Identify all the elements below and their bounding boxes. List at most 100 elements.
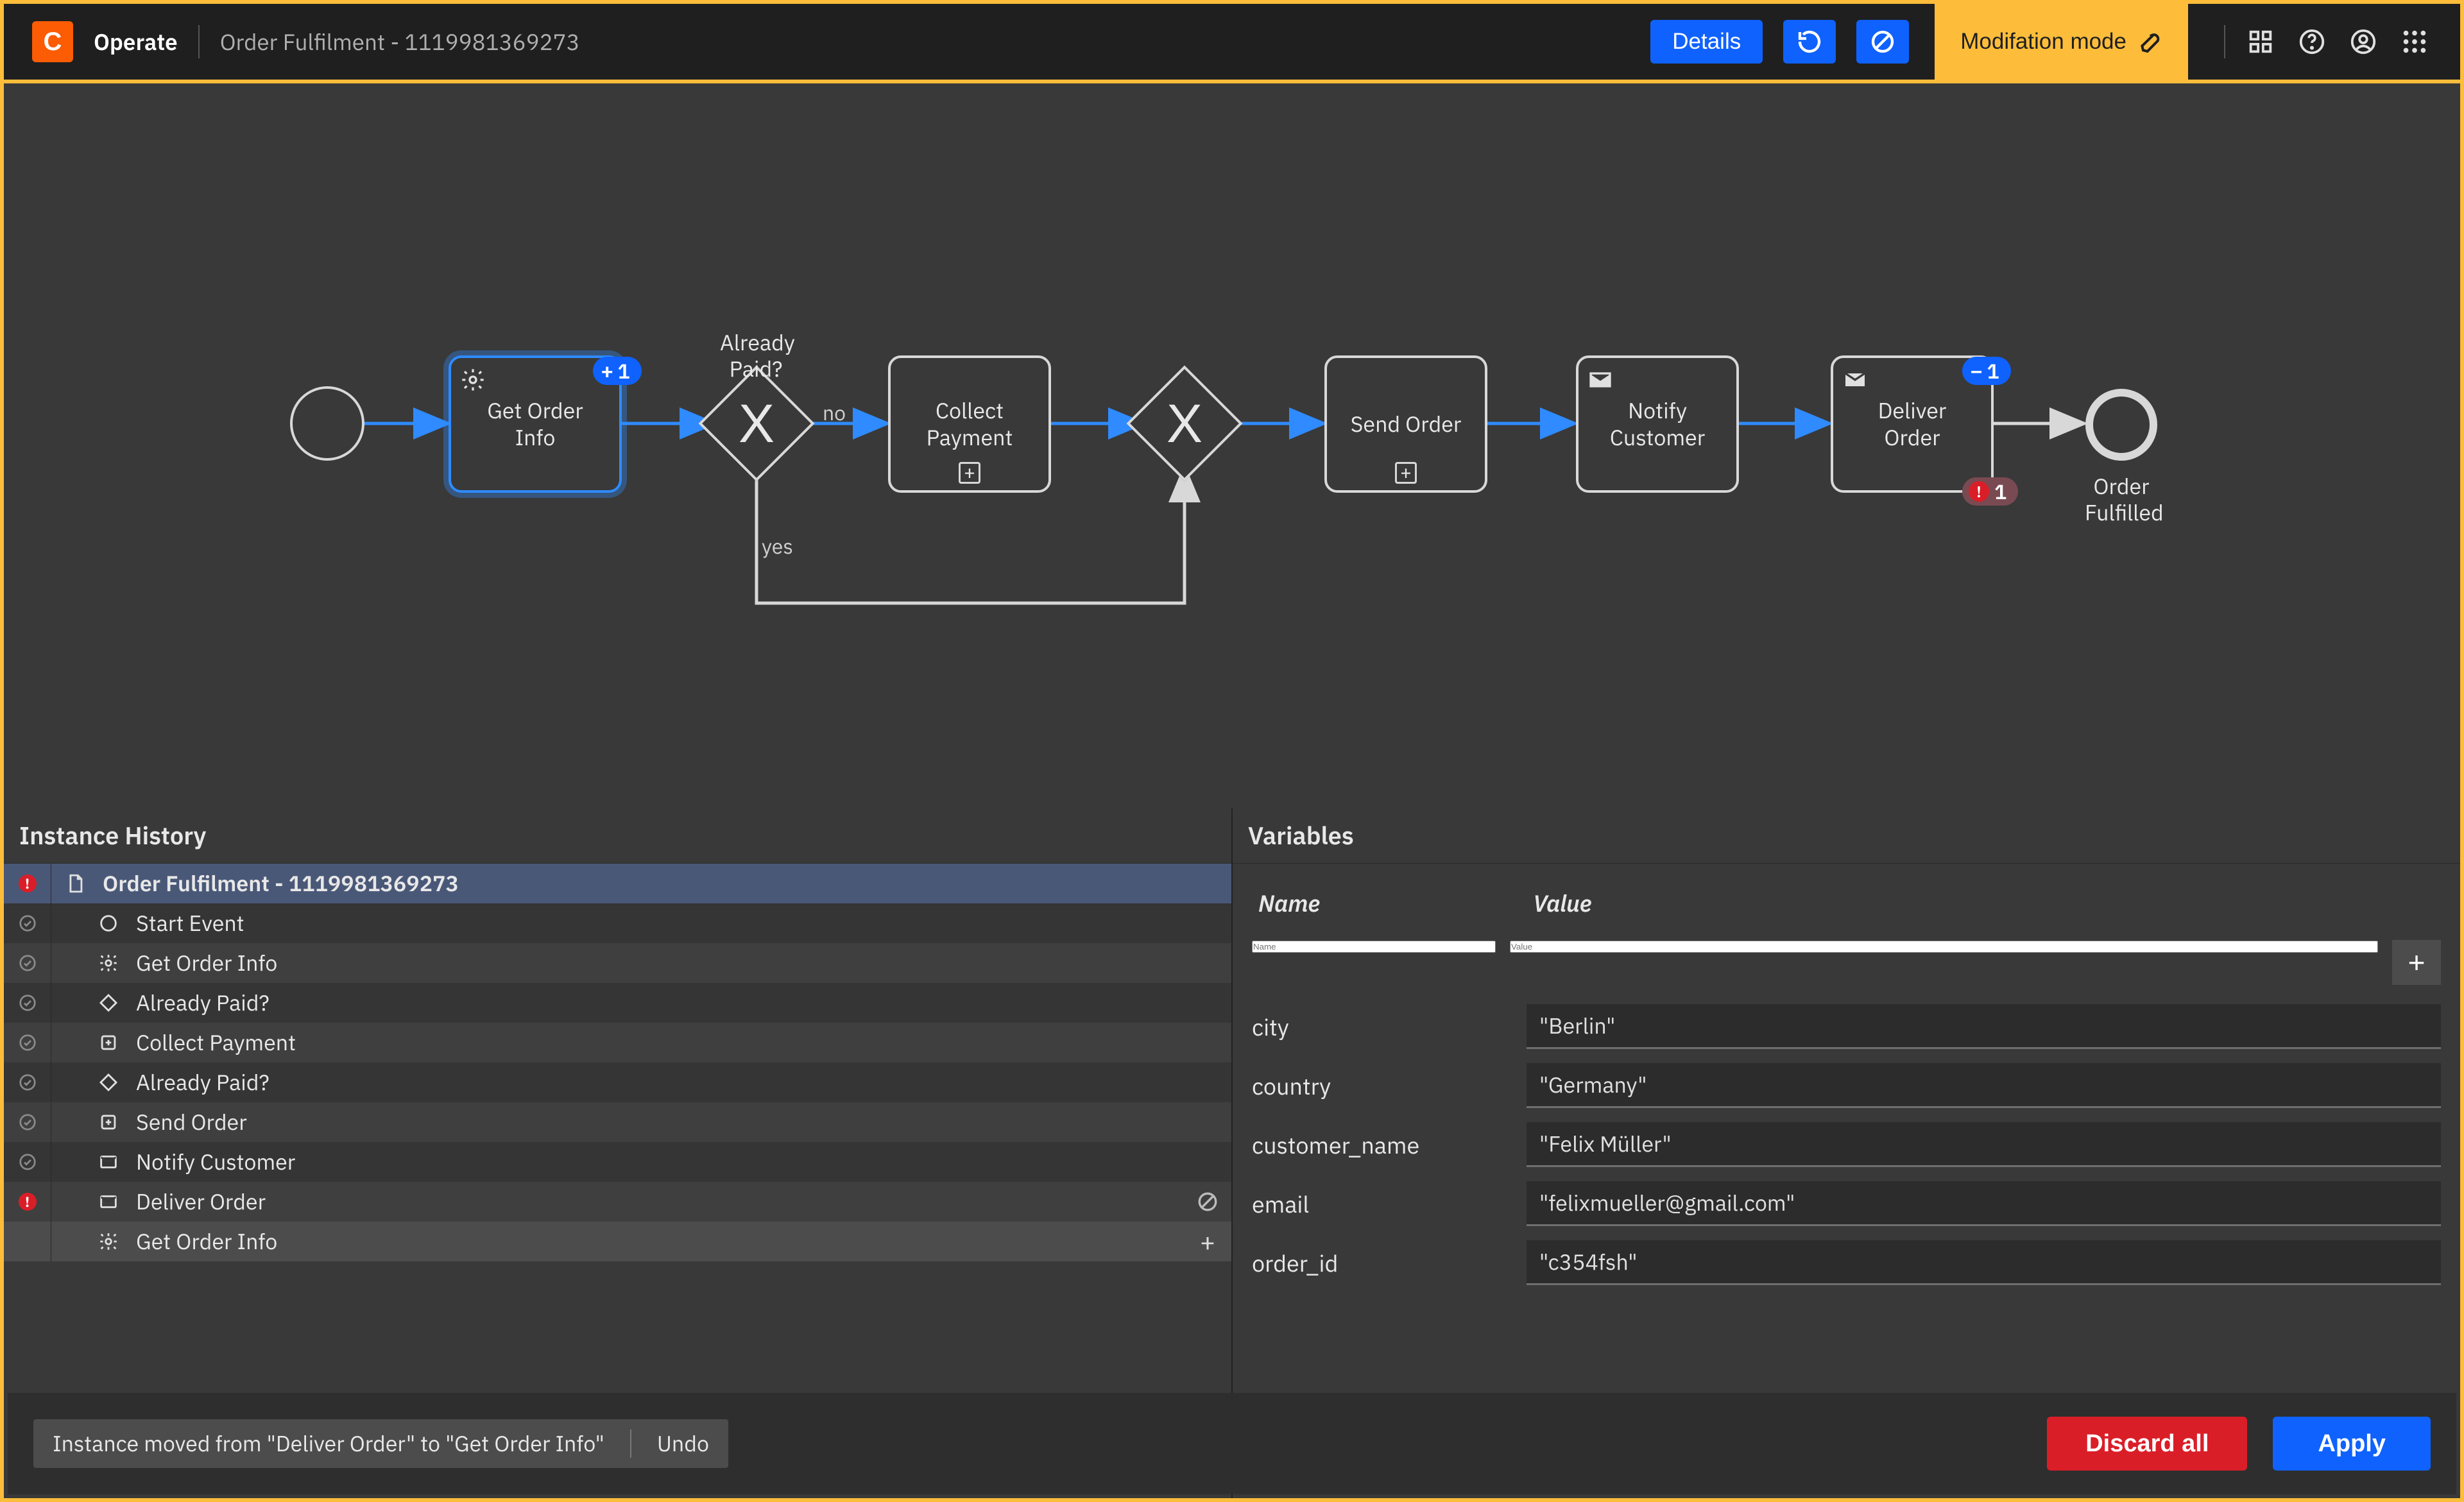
subproc-icon: [85, 1111, 132, 1133]
toast-undo-link[interactable]: Undo: [657, 1429, 709, 1458]
variable-row: customer_name: [1252, 1122, 2441, 1167]
history-row[interactable]: Already Paid?: [4, 1062, 1231, 1102]
variable-row: country: [1252, 1063, 2441, 1108]
gateway-label-already-paid: Already Paid?: [720, 330, 792, 382]
variable-name: customer_name: [1252, 1130, 1496, 1160]
help-icon[interactable]: [2297, 27, 2327, 56]
node-label: Send Order: [1351, 411, 1462, 438]
bpmn-task-send-order[interactable]: Send Order +: [1324, 355, 1487, 493]
mail-icon: [85, 1151, 132, 1173]
app-logo[interactable]: C: [32, 21, 73, 62]
mail-icon: [1587, 367, 1613, 393]
variable-value-input[interactable]: [1527, 1240, 2441, 1285]
variables-value-header: Value: [1533, 888, 1591, 918]
undo-button[interactable]: [1783, 20, 1836, 64]
variable-name: city: [1252, 1012, 1496, 1042]
end-event-label: Order Fulfilled: [2085, 474, 2158, 526]
node-label: Collect Payment: [905, 397, 1034, 452]
history-row[interactable]: Collect Payment: [4, 1023, 1231, 1062]
variable-row: city: [1252, 1004, 2441, 1049]
ok-status-icon: [18, 953, 37, 973]
error-status-icon: !: [19, 875, 37, 892]
new-variable-name-input[interactable]: [1252, 941, 1496, 953]
history-row-label: Order Fulfilment - 1119981369273: [99, 869, 1184, 898]
minus-icon: −: [1970, 357, 1983, 385]
ok-status-icon: [18, 1152, 37, 1172]
modification-mode-label: Modifation mode: [1960, 29, 2126, 55]
history-row-label: Deliver Order: [132, 1188, 1184, 1216]
history-row-label: Already Paid?: [132, 1068, 1184, 1097]
modification-mode-button[interactable]: Modifation mode: [1935, 2, 2188, 81]
history-row[interactable]: Get Order Info: [4, 943, 1231, 983]
add-variable-button[interactable]: +: [2392, 940, 2441, 985]
details-button[interactable]: Details: [1650, 20, 1763, 64]
variable-value-input[interactable]: [1527, 1181, 2441, 1226]
history-row[interactable]: Send Order: [4, 1102, 1231, 1142]
bpmn-gateway-already-paid[interactable]: X: [715, 382, 798, 465]
bpmn-gateway-merge[interactable]: X: [1143, 382, 1226, 465]
variable-row: email: [1252, 1181, 2441, 1226]
subprocess-marker-icon: +: [1395, 462, 1417, 484]
ok-status-icon: [18, 1073, 37, 1092]
discard-all-button[interactable]: Discard all: [2047, 1417, 2247, 1471]
error-status-icon: !: [19, 1193, 37, 1211]
bpmn-start-event[interactable]: [290, 386, 364, 461]
token-badge-deliver: − 1: [1962, 357, 2011, 385]
history-row-label: Send Order: [132, 1108, 1184, 1136]
grid-icon[interactable]: [2246, 27, 2275, 56]
header-divider-2: [2224, 25, 2225, 58]
apply-button[interactable]: Apply: [2273, 1417, 2431, 1471]
gateway-icon: [85, 992, 132, 1014]
toast-message: Instance moved from "Deliver Order" to "…: [53, 1429, 604, 1458]
variable-value-input[interactable]: [1527, 1004, 2441, 1049]
ok-status-icon: [18, 1113, 37, 1132]
apps-icon[interactable]: [2400, 27, 2429, 56]
plus-icon: +: [601, 357, 613, 385]
token-badge-get-info: + 1: [593, 357, 642, 385]
ok-status-icon: [18, 1033, 37, 1052]
gear-icon: [85, 952, 132, 974]
cancel-icon[interactable]: [1197, 1191, 1219, 1213]
bpmn-canvas[interactable]: Get Order Info + 1 X Already Paid? no ye…: [4, 83, 2460, 808]
undo-icon: [1797, 29, 1822, 55]
alert-icon: !: [1969, 481, 1989, 502]
edge-label-no: no: [823, 399, 846, 426]
variables-title: Variables: [1233, 808, 2460, 864]
variable-value-input[interactable]: [1527, 1063, 2441, 1108]
history-row[interactable]: Get Order Info +: [4, 1222, 1231, 1261]
variable-name: order_id: [1252, 1248, 1496, 1278]
ok-status-icon: [18, 914, 37, 933]
cancel-icon: [1870, 29, 1895, 55]
bpmn-task-notify-customer[interactable]: Notify Customer: [1576, 355, 1739, 493]
modification-footer: Instance moved from "Deliver Order" to "…: [8, 1393, 2456, 1494]
history-row-label: Start Event: [132, 909, 1184, 937]
variable-value-input[interactable]: [1527, 1122, 2441, 1167]
history-row[interactable]: Notify Customer: [4, 1142, 1231, 1182]
bpmn-task-collect-payment[interactable]: Collect Payment +: [888, 355, 1051, 493]
bpmn-end-event[interactable]: [2085, 389, 2157, 461]
gear-icon: [85, 1231, 132, 1252]
cancel-button[interactable]: [1856, 20, 1909, 64]
incident-badge-deliver: ! 1: [1962, 477, 2018, 506]
node-label: Get Order Info: [477, 397, 593, 452]
instance-history-title: Instance History: [4, 808, 1231, 864]
new-variable-value-input[interactable]: [1510, 941, 2378, 953]
ok-status-icon: [18, 993, 37, 1012]
history-row-label: Collect Payment: [132, 1028, 1184, 1057]
app-section[interactable]: Operate: [94, 27, 178, 56]
history-row[interactable]: Already Paid?: [4, 983, 1231, 1023]
wrench-icon: [2137, 29, 2162, 55]
history-row[interactable]: Start Event: [4, 903, 1231, 943]
history-row[interactable]: ! Order Fulfilment - 1119981369273: [4, 864, 1231, 903]
edge-label-yes: yes: [762, 533, 793, 559]
mail-icon: [1842, 367, 1868, 393]
gear-icon: [460, 367, 486, 393]
variables-name-header: Name: [1258, 888, 1502, 918]
add-icon[interactable]: +: [1200, 1225, 1215, 1258]
user-icon[interactable]: [2348, 27, 2378, 56]
variable-name: country: [1252, 1071, 1496, 1101]
variable-name: email: [1252, 1189, 1496, 1219]
variable-row: order_id: [1252, 1240, 2441, 1285]
history-row[interactable]: ! Deliver Order: [4, 1182, 1231, 1222]
app-header: C Operate Order Fulfilment - 11199813692…: [4, 4, 2460, 83]
